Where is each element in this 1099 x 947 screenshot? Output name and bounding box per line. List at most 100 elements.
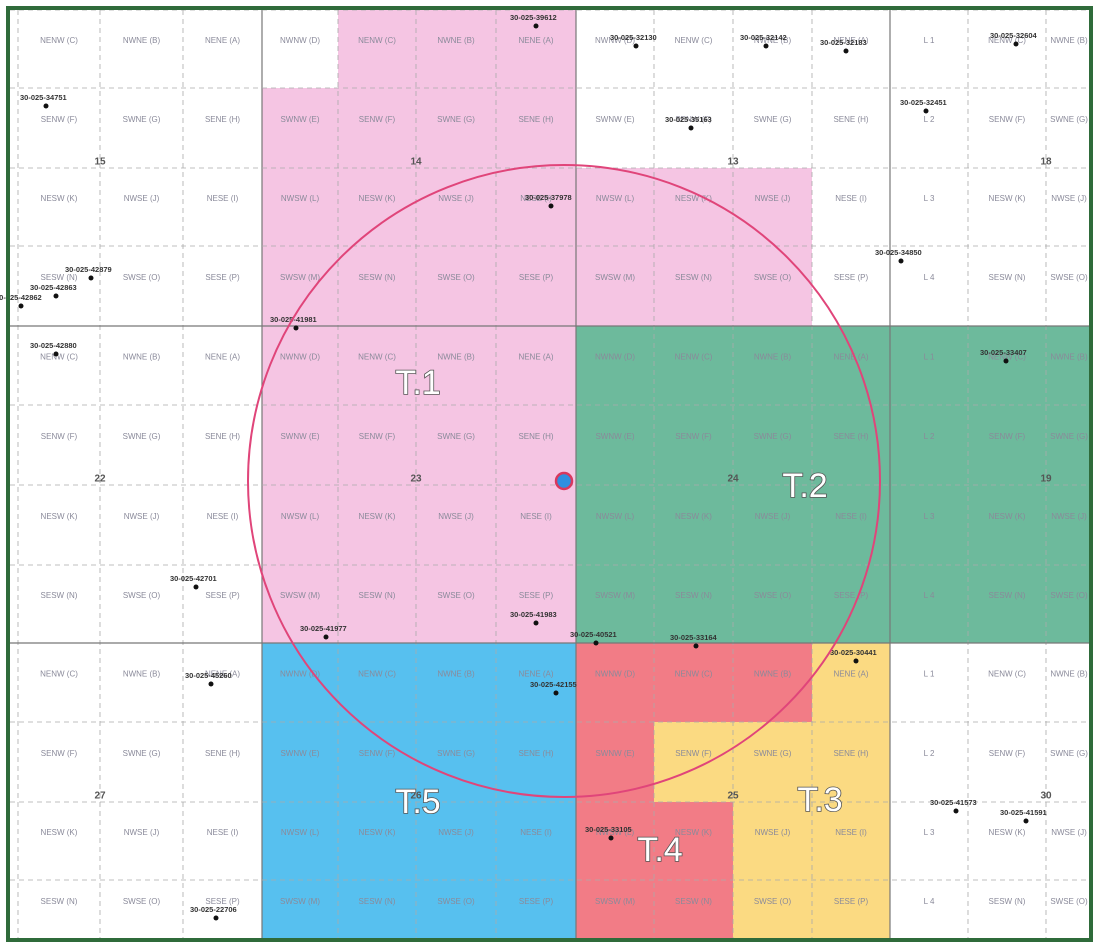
cell-label: NWSE (J) bbox=[124, 828, 160, 837]
cell-label: SESW (N) bbox=[359, 897, 396, 906]
cell-label: NENW (C) bbox=[988, 670, 1026, 679]
cell-label: SENW (F) bbox=[359, 749, 396, 758]
cell-label: NWSE (J) bbox=[1051, 194, 1087, 203]
cell-label: NWSW (L) bbox=[281, 512, 320, 521]
well-point bbox=[214, 916, 219, 921]
well-api: 30-025-34751 bbox=[20, 93, 67, 102]
cell-label: SESE (P) bbox=[519, 897, 554, 906]
cell-label: NWNE (B) bbox=[754, 353, 792, 362]
well-point bbox=[844, 49, 849, 54]
section-number: 13 bbox=[727, 157, 739, 168]
cell-label: NWNE (B) bbox=[1050, 670, 1088, 679]
well-api: 30-025-32130 bbox=[610, 33, 657, 42]
cell-label: NENW (C) bbox=[40, 36, 78, 45]
cell-label: L 3 bbox=[924, 512, 935, 521]
well-api: 30-025-39612 bbox=[510, 13, 557, 22]
cell-label: SESW (N) bbox=[359, 591, 396, 600]
cell-label: NENE (A) bbox=[833, 353, 868, 362]
cell-label: NWSE (J) bbox=[438, 828, 474, 837]
well-point bbox=[549, 204, 554, 209]
cell-label: NENW (C) bbox=[40, 670, 78, 679]
cell-label: L 2 bbox=[924, 432, 935, 441]
well-api: 30-025-40521 bbox=[570, 630, 617, 639]
cell-label: NWNW (D) bbox=[595, 353, 635, 362]
map: NENW (C) NWNE (B) NENE (A) NWNW (D) NENW (C)… bbox=[0, 0, 1099, 947]
cell-label: SENW (F) bbox=[41, 115, 78, 124]
cell-label: NWSE (J) bbox=[124, 512, 160, 521]
cell-label: NWSE (J) bbox=[438, 512, 474, 521]
cell-label: SWSE (O) bbox=[754, 897, 792, 906]
cell-label: L 4 bbox=[924, 591, 935, 600]
well-api: 30-025-42880 bbox=[30, 341, 77, 350]
cell-label: NWNE (B) bbox=[123, 353, 161, 362]
cell-label: SWSW (M) bbox=[595, 591, 635, 600]
cell-label: NENW (C) bbox=[675, 36, 713, 45]
cell-label: SENW (F) bbox=[359, 115, 396, 124]
cell-label: SWSW (M) bbox=[595, 273, 635, 282]
cell-label: NWSW (L) bbox=[596, 512, 635, 521]
well-api: 30-025-32183 bbox=[820, 38, 867, 47]
cell-label: NWNE (B) bbox=[1050, 36, 1088, 45]
cell-label: SWSE (O) bbox=[1050, 591, 1088, 600]
cell-label: NWNE (B) bbox=[123, 36, 161, 45]
cell-label: SWSW (M) bbox=[280, 273, 320, 282]
cell-label: L 1 bbox=[924, 36, 935, 45]
well-api: 30-025-33164 bbox=[670, 633, 718, 642]
cell-label: NESW (K) bbox=[359, 828, 396, 837]
well-api: 30-025-41977 bbox=[300, 624, 347, 633]
well-api: 30-025-30441 bbox=[830, 648, 877, 657]
cell-label: SWSE (O) bbox=[437, 273, 475, 282]
cell-label: L 1 bbox=[924, 670, 935, 679]
cell-label: SESW (N) bbox=[41, 591, 78, 600]
well-api: 30-025-45260 bbox=[185, 671, 232, 680]
cell-label: SESE (P) bbox=[519, 591, 554, 600]
cell-label: SESE (P) bbox=[834, 591, 869, 600]
cell-label: SESE (P) bbox=[205, 273, 240, 282]
well-point bbox=[954, 809, 959, 814]
cell-label: L 4 bbox=[924, 897, 935, 906]
cell-label: SENE (H) bbox=[833, 432, 868, 441]
cell-label: SENE (H) bbox=[518, 432, 553, 441]
cell-label: NESW (K) bbox=[989, 828, 1026, 837]
well-point bbox=[194, 585, 199, 590]
cell-label: SESW (N) bbox=[989, 273, 1026, 282]
well-api: 30-025-34850 bbox=[875, 248, 922, 257]
cell-label: SESW (N) bbox=[675, 591, 712, 600]
well-api: 30-025-22706 bbox=[190, 905, 237, 914]
cell-label: NENW (C) bbox=[675, 670, 713, 679]
well-api: 30-025-37978 bbox=[525, 193, 572, 202]
cell-label: NESW (K) bbox=[989, 194, 1026, 203]
cell-label: SWNE (G) bbox=[437, 749, 475, 758]
cell-label: SESW (N) bbox=[41, 273, 78, 282]
cell-label: NWSW (L) bbox=[596, 194, 635, 203]
cell-label: NESW (K) bbox=[41, 194, 78, 203]
cell-label: SWNE (G) bbox=[1050, 115, 1088, 124]
well-point bbox=[19, 304, 24, 309]
cell-label: NESW (K) bbox=[675, 512, 712, 521]
section-number: 19 bbox=[1040, 474, 1052, 485]
cell-label: NENE (A) bbox=[205, 36, 240, 45]
cell-label: SENW (F) bbox=[675, 432, 712, 441]
cell-label: SENE (H) bbox=[518, 749, 553, 758]
well-point bbox=[899, 259, 904, 264]
cell-label: SESE (P) bbox=[834, 897, 869, 906]
well-api: 30-025-42155 bbox=[530, 680, 577, 689]
cell-label: SWSE (O) bbox=[1050, 897, 1088, 906]
well-point bbox=[609, 836, 614, 841]
cell-label: NESE (I) bbox=[835, 828, 867, 837]
well-point bbox=[924, 109, 929, 114]
cell-label: SENE (H) bbox=[205, 115, 240, 124]
cell-label: SWSE (O) bbox=[754, 591, 792, 600]
well-api: 30-025-32604 bbox=[990, 31, 1038, 40]
cell-label: SENE (H) bbox=[833, 115, 868, 124]
cell-label: SWSW (M) bbox=[280, 897, 320, 906]
cell-label: NESE (I) bbox=[207, 828, 239, 837]
cell-label: SWSE (O) bbox=[437, 897, 475, 906]
cell-label: NWSE (J) bbox=[755, 194, 791, 203]
cell-label: SENW (F) bbox=[359, 432, 396, 441]
cell-label: NESW (K) bbox=[359, 512, 396, 521]
well-point bbox=[764, 44, 769, 49]
center-point bbox=[556, 473, 572, 489]
cell-label: SWNE (G) bbox=[123, 115, 161, 124]
cell-label: NESW (K) bbox=[359, 194, 396, 203]
